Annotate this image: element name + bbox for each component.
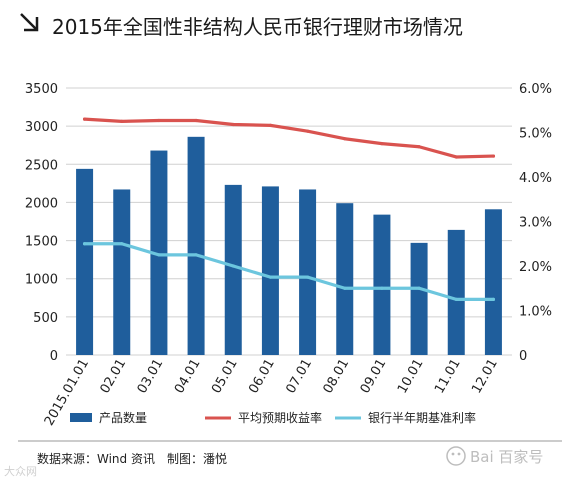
line-point <box>82 117 87 121</box>
right-tick-label: 1.0% <box>519 305 552 320</box>
x-tick-label: 07.01 <box>283 357 315 397</box>
line-point <box>120 119 124 123</box>
right-tick-label: 2.0% <box>519 260 552 275</box>
right-tick-label: 0 <box>519 349 527 364</box>
line-point <box>194 253 198 257</box>
watermark-logo: Bai 百家号 <box>446 446 543 466</box>
line-point <box>157 253 161 257</box>
line-point <box>491 297 496 301</box>
line-point <box>305 129 310 133</box>
legend: 产品数量 平均预期收益率 银行半年期基准利率 <box>70 410 476 425</box>
bar <box>261 186 279 355</box>
bar <box>76 168 94 355</box>
line-point <box>82 242 87 246</box>
bar <box>299 189 317 355</box>
x-tick-label: 09.01 <box>358 357 390 397</box>
line-point <box>454 155 458 159</box>
bar <box>336 203 354 355</box>
watermark-corner-logo: 大众网 <box>4 464 37 478</box>
line-point <box>417 145 421 149</box>
x-tick-label: 11.01 <box>432 357 464 397</box>
bar <box>410 242 428 355</box>
benchmark-rate-line <box>82 242 496 301</box>
x-tick-label: 03.01 <box>135 357 167 397</box>
line-point <box>380 142 384 146</box>
bar <box>447 229 465 355</box>
yield-line <box>82 117 496 159</box>
x-tick-label: 06.01 <box>246 357 278 397</box>
chart-credit: 制图：潘悦 <box>167 452 227 466</box>
line-point <box>380 286 384 290</box>
left-tick-label: 1500 <box>25 235 58 250</box>
line-point <box>343 137 347 141</box>
line-point <box>231 122 235 127</box>
left-axis-ticks: 0 500 1000 1500 2000 2500 3000 3500 <box>25 82 58 364</box>
line-point <box>305 275 310 279</box>
legend-label-yield: 平均预期收益率 <box>238 410 322 425</box>
line-point <box>343 286 347 290</box>
svg-text:Bai 百家号: Bai 百家号 <box>470 448 543 466</box>
left-tick-label: 500 <box>33 311 58 326</box>
right-tick-label: 6.0% <box>519 82 552 97</box>
line-point <box>268 123 273 127</box>
data-source: 数据来源：Wind 资讯 <box>37 451 155 466</box>
right-tick-label: 5.0% <box>519 127 552 142</box>
line-point <box>194 118 198 123</box>
bar <box>150 150 168 355</box>
bar <box>113 189 131 355</box>
left-tick-label: 3000 <box>25 120 58 135</box>
x-tick-label: 04.01 <box>172 357 204 397</box>
x-tick-label: 05.01 <box>209 357 241 397</box>
right-tick-label: 4.0% <box>519 171 552 186</box>
left-tick-label: 1000 <box>25 273 58 288</box>
line-series <box>82 117 496 301</box>
left-tick-label: 0 <box>50 349 58 364</box>
line-point <box>268 275 273 279</box>
chart-title: 2015年全国性非结构人民币银行理财市场情况 <box>52 15 463 39</box>
legend-swatch-bar <box>70 413 92 422</box>
line-point <box>231 264 235 268</box>
bar <box>484 209 502 355</box>
right-axis-ticks: 0 1.0% 2.0% 3.0% 4.0% 5.0% 6.0% <box>519 82 552 364</box>
left-tick-label: 2000 <box>25 196 58 211</box>
right-tick-label: 3.0% <box>519 216 552 231</box>
bar <box>187 136 205 355</box>
x-tick-label: 12.01 <box>469 356 501 396</box>
bar <box>373 214 391 355</box>
left-tick-label: 2500 <box>25 158 58 173</box>
x-tick-label: 10.01 <box>395 357 427 397</box>
line-point <box>417 286 421 290</box>
x-tick-label: 08.01 <box>321 357 353 397</box>
title-arrow-icon <box>20 13 39 32</box>
bar-series <box>76 136 502 355</box>
bar <box>224 184 242 355</box>
left-tick-label: 3500 <box>25 82 58 97</box>
legend-label-bar: 产品数量 <box>99 410 147 425</box>
line-point <box>120 242 124 246</box>
x-tick-label: 02.01 <box>98 357 130 397</box>
svg-text:大众网: 大众网 <box>4 464 37 478</box>
line-point <box>491 154 496 158</box>
line-point <box>454 297 458 301</box>
legend-label-rate: 银行半年期基准利率 <box>368 410 476 425</box>
line-point <box>157 118 161 123</box>
